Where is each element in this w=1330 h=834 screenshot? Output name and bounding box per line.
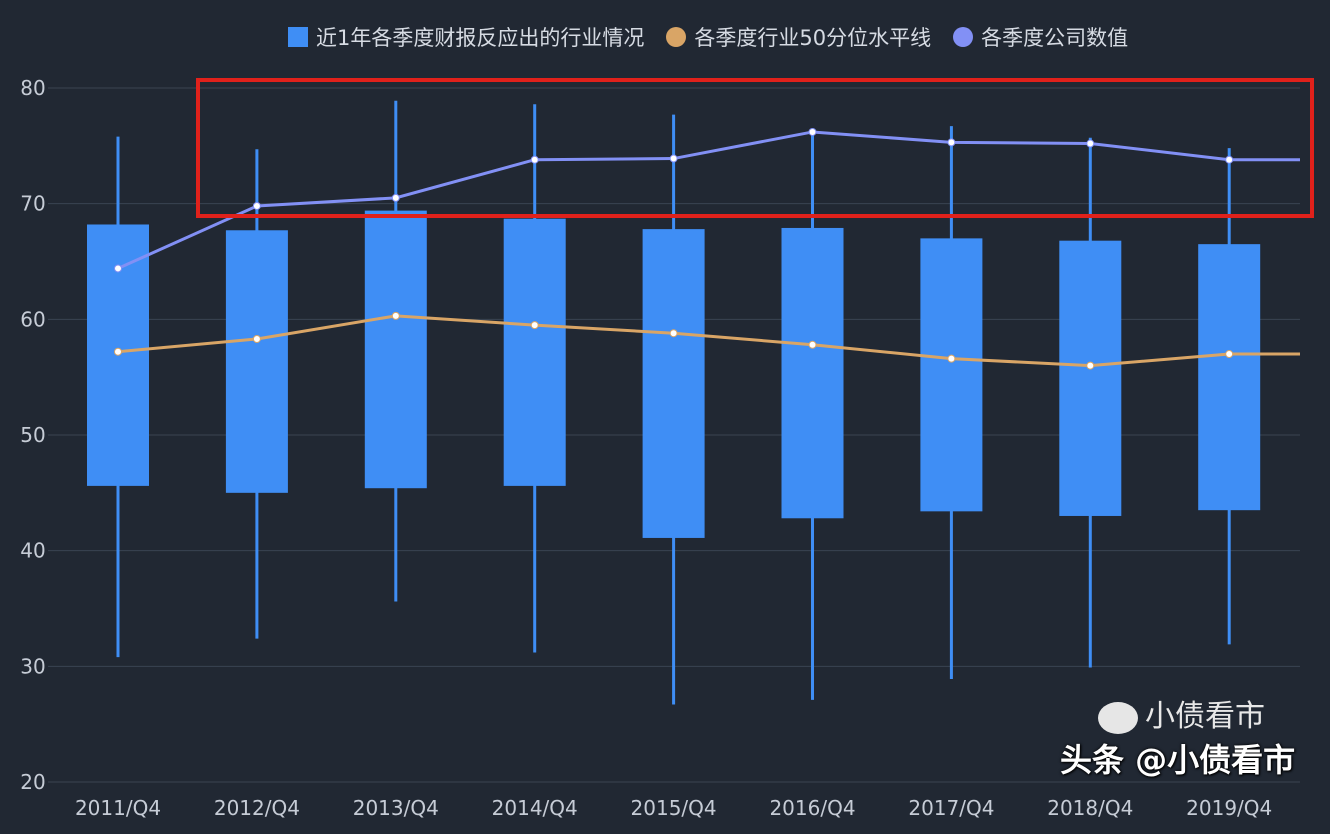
data-point xyxy=(947,138,956,147)
box xyxy=(503,218,566,486)
legend-item-box[interactable]: 近1年各季度财报反应出的行业情况 xyxy=(288,22,644,52)
x-tick-label: 2018/Q4 xyxy=(1047,796,1133,820)
data-point xyxy=(947,354,956,363)
data-point xyxy=(530,155,539,164)
data-point xyxy=(669,329,678,338)
box xyxy=(225,230,288,493)
legend-label: 近1年各季度财报反应出的行业情况 xyxy=(316,26,645,50)
data-point xyxy=(252,334,261,343)
watermark-wechat: 小债看市 xyxy=(1145,699,1265,734)
legend-swatch-median xyxy=(666,27,687,47)
y-tick-label: 30 xyxy=(20,654,45,678)
legend-label: 各季度行业50分位水平线 xyxy=(694,26,932,50)
data-point xyxy=(391,193,400,202)
box xyxy=(364,210,427,489)
highlight-rectangle xyxy=(196,78,1314,218)
legend-label: 各季度公司数值 xyxy=(981,26,1129,50)
x-tick-label: 2011/Q4 xyxy=(75,796,161,820)
y-tick-label: 40 xyxy=(20,539,45,563)
data-point xyxy=(1086,361,1095,370)
box xyxy=(1059,240,1122,516)
data-point xyxy=(808,340,817,349)
box xyxy=(642,229,705,538)
box xyxy=(781,227,844,519)
data-point xyxy=(530,321,539,330)
y-tick-label: 60 xyxy=(20,307,45,331)
data-point xyxy=(114,347,122,356)
x-tick-label: 2019/Q4 xyxy=(1186,796,1272,820)
wechat-logo-icon xyxy=(1098,702,1138,734)
x-tick-label: 2013/Q4 xyxy=(353,796,439,820)
legend-item-company[interactable]: 各季度公司数值 xyxy=(953,22,1128,52)
x-tick-label: 2017/Q4 xyxy=(908,796,994,820)
legend-item-median[interactable]: 各季度行业50分位水平线 xyxy=(666,22,931,52)
data-point xyxy=(1225,350,1234,359)
legend-swatch-company xyxy=(953,27,974,47)
data-point xyxy=(808,127,817,136)
legend-swatch-box xyxy=(288,27,308,47)
x-tick-label: 2012/Q4 xyxy=(214,796,300,820)
box xyxy=(1198,244,1261,511)
series-line xyxy=(117,130,1300,270)
data-point xyxy=(391,311,400,320)
y-tick-label: 20 xyxy=(20,770,45,794)
y-tick-label: 50 xyxy=(20,423,45,447)
legend: 近1年各季度财报反应出的行业情况 各季度行业50分位水平线 各季度公司数值 xyxy=(288,22,1128,52)
y-tick-label: 80 xyxy=(20,76,45,100)
data-point xyxy=(1086,139,1095,148)
data-point xyxy=(669,154,678,163)
data-point xyxy=(252,201,261,210)
x-tick-label: 2016/Q4 xyxy=(769,796,855,820)
y-tick-label: 70 xyxy=(20,192,45,216)
watermark-toutiao: 头条 @小债看市 xyxy=(1060,741,1296,779)
x-tick-label: 2014/Q4 xyxy=(492,796,578,820)
data-point xyxy=(1225,155,1234,164)
series-line xyxy=(117,314,1300,368)
x-tick-label: 2015/Q4 xyxy=(631,796,717,820)
box xyxy=(920,238,983,512)
data-point xyxy=(114,264,122,273)
